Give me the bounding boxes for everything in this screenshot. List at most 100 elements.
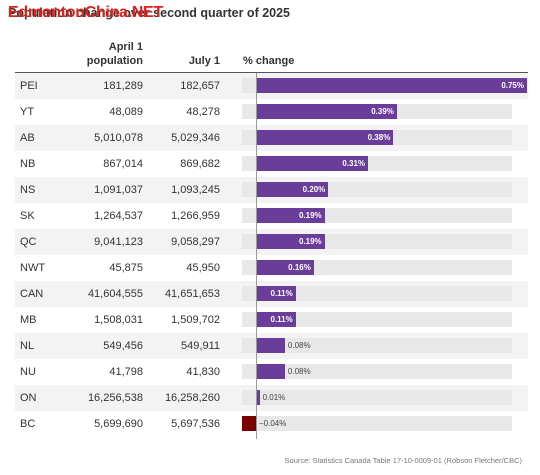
change-bar bbox=[256, 234, 325, 249]
header-july: July 1 bbox=[188, 55, 220, 67]
april-population: 5,699,690 bbox=[94, 418, 143, 430]
change-label: 0.19% bbox=[298, 237, 322, 246]
table-row: NU 41,798 41,830 0.08% bbox=[15, 359, 528, 385]
change-label: 0.38% bbox=[367, 133, 391, 142]
header-divider bbox=[15, 72, 528, 73]
change-label: 0.19% bbox=[298, 211, 322, 220]
july-population: 1,266,959 bbox=[171, 210, 220, 222]
table-row: CAN 41,604,555 41,651,653 0.11% bbox=[15, 281, 528, 307]
source-note: Source: Statistics Canada Table 17-10-00… bbox=[284, 456, 522, 465]
region-label: PEI bbox=[20, 80, 38, 92]
july-population: 869,682 bbox=[180, 158, 220, 170]
july-population: 549,911 bbox=[181, 340, 220, 352]
region-label: AB bbox=[20, 132, 35, 144]
table-row: SK 1,264,537 1,266,959 0.19% bbox=[15, 203, 528, 229]
table-row: NWT 45,875 45,950 0.16% bbox=[15, 255, 528, 281]
april-population: 9,041,123 bbox=[94, 236, 143, 248]
chart-title: Population change over second quarter of… bbox=[8, 6, 291, 20]
table-row: NB 867,014 869,682 0.31% bbox=[15, 151, 528, 177]
region-label: SK bbox=[20, 210, 35, 222]
april-population: 16,256,538 bbox=[87, 392, 143, 404]
table-row: NS 1,091,037 1,093,245 0.20% bbox=[15, 177, 528, 203]
july-population: 5,697,536 bbox=[171, 418, 220, 430]
table-row: ON 16,256,538 16,258,260 0.01% bbox=[15, 385, 528, 411]
header-pct-change: % change bbox=[243, 55, 295, 67]
bar-track bbox=[242, 390, 512, 405]
region-label: ON bbox=[20, 392, 37, 404]
change-label: −0.04% bbox=[259, 419, 287, 428]
table-row: MB 1,508,031 1,509,702 0.11% bbox=[15, 307, 528, 333]
july-population: 1,509,702 bbox=[171, 314, 220, 326]
change-bar bbox=[256, 312, 296, 327]
april-population: 45,875 bbox=[109, 262, 143, 274]
table-row: AB 5,010,078 5,029,346 0.38% bbox=[15, 125, 528, 151]
title-area: Population change over second quarter of… bbox=[8, 4, 528, 24]
zero-axis-line bbox=[256, 73, 257, 439]
april-population: 1,091,037 bbox=[94, 184, 143, 196]
region-label: QC bbox=[20, 236, 37, 248]
change-bar bbox=[256, 182, 329, 197]
table-row: YT 48,089 48,278 0.39% bbox=[15, 99, 528, 125]
july-population: 16,258,260 bbox=[164, 392, 220, 404]
july-population: 45,950 bbox=[186, 262, 220, 274]
region-label: NL bbox=[20, 340, 35, 352]
change-label: 0.39% bbox=[371, 107, 394, 116]
change-label: 0.08% bbox=[287, 367, 311, 376]
region-label: CAN bbox=[20, 288, 44, 300]
change-bar bbox=[256, 286, 296, 301]
bar-track bbox=[242, 312, 512, 327]
april-population: 48,089 bbox=[109, 106, 143, 118]
table-row: NL 549,456 549,911 0.08% bbox=[15, 333, 528, 359]
april-population: 867,014 bbox=[103, 158, 143, 170]
bar-track bbox=[242, 286, 512, 301]
header-april: April 1 population bbox=[87, 40, 143, 68]
july-population: 5,029,346 bbox=[171, 132, 220, 144]
change-bar bbox=[256, 130, 394, 145]
header-april-text: April 1 population bbox=[86, 41, 143, 67]
table-row: BC 5,699,690 5,697,536 −0.04% bbox=[15, 411, 528, 437]
change-bar bbox=[256, 78, 527, 93]
change-label: 0.11% bbox=[270, 289, 293, 298]
table-header: April 1 population July 1 % change bbox=[0, 38, 540, 72]
region-label: MB bbox=[20, 314, 37, 326]
change-bar bbox=[256, 338, 285, 353]
region-label: NS bbox=[20, 184, 36, 196]
change-bar bbox=[256, 390, 260, 405]
july-population: 48,278 bbox=[186, 106, 220, 118]
region-label: NB bbox=[20, 158, 36, 170]
april-population: 1,264,537 bbox=[94, 210, 143, 222]
table-row: PEI 181,289 182,657 0.75% bbox=[15, 73, 528, 99]
bar-track bbox=[242, 364, 512, 379]
change-bar bbox=[256, 208, 325, 223]
april-population: 1,508,031 bbox=[94, 314, 143, 326]
table-row: QC 9,041,123 9,058,297 0.19% bbox=[15, 229, 528, 255]
change-label: 0.08% bbox=[287, 341, 311, 350]
change-bar bbox=[256, 104, 397, 119]
change-bar bbox=[256, 156, 368, 171]
april-population: 549,456 bbox=[103, 340, 143, 352]
july-population: 182,657 bbox=[180, 80, 220, 92]
change-label: 0.11% bbox=[270, 315, 293, 324]
change-bar bbox=[256, 260, 314, 275]
change-label: 0.31% bbox=[342, 159, 366, 168]
change-label: 0.01% bbox=[262, 393, 286, 402]
region-label: BC bbox=[20, 418, 36, 430]
april-population: 41,604,555 bbox=[87, 288, 143, 300]
april-population: 41,798 bbox=[109, 366, 143, 378]
april-population: 181,289 bbox=[103, 80, 143, 92]
bar-track bbox=[242, 416, 512, 431]
change-label: 0.20% bbox=[302, 185, 326, 194]
april-population: 5,010,078 bbox=[94, 132, 143, 144]
region-label: YT bbox=[20, 106, 35, 118]
change-bar bbox=[241, 416, 256, 431]
change-label: 0.75% bbox=[501, 81, 524, 90]
change-label: 0.16% bbox=[288, 263, 311, 272]
july-population: 41,830 bbox=[186, 366, 220, 378]
change-bar bbox=[256, 364, 285, 379]
bar-track bbox=[242, 338, 512, 353]
region-label: NWT bbox=[20, 262, 46, 274]
july-population: 9,058,297 bbox=[171, 236, 220, 248]
region-label: NU bbox=[20, 366, 36, 378]
july-population: 41,651,653 bbox=[164, 288, 220, 300]
watermark-logo: EdmontonChina.NET bbox=[8, 4, 163, 21]
